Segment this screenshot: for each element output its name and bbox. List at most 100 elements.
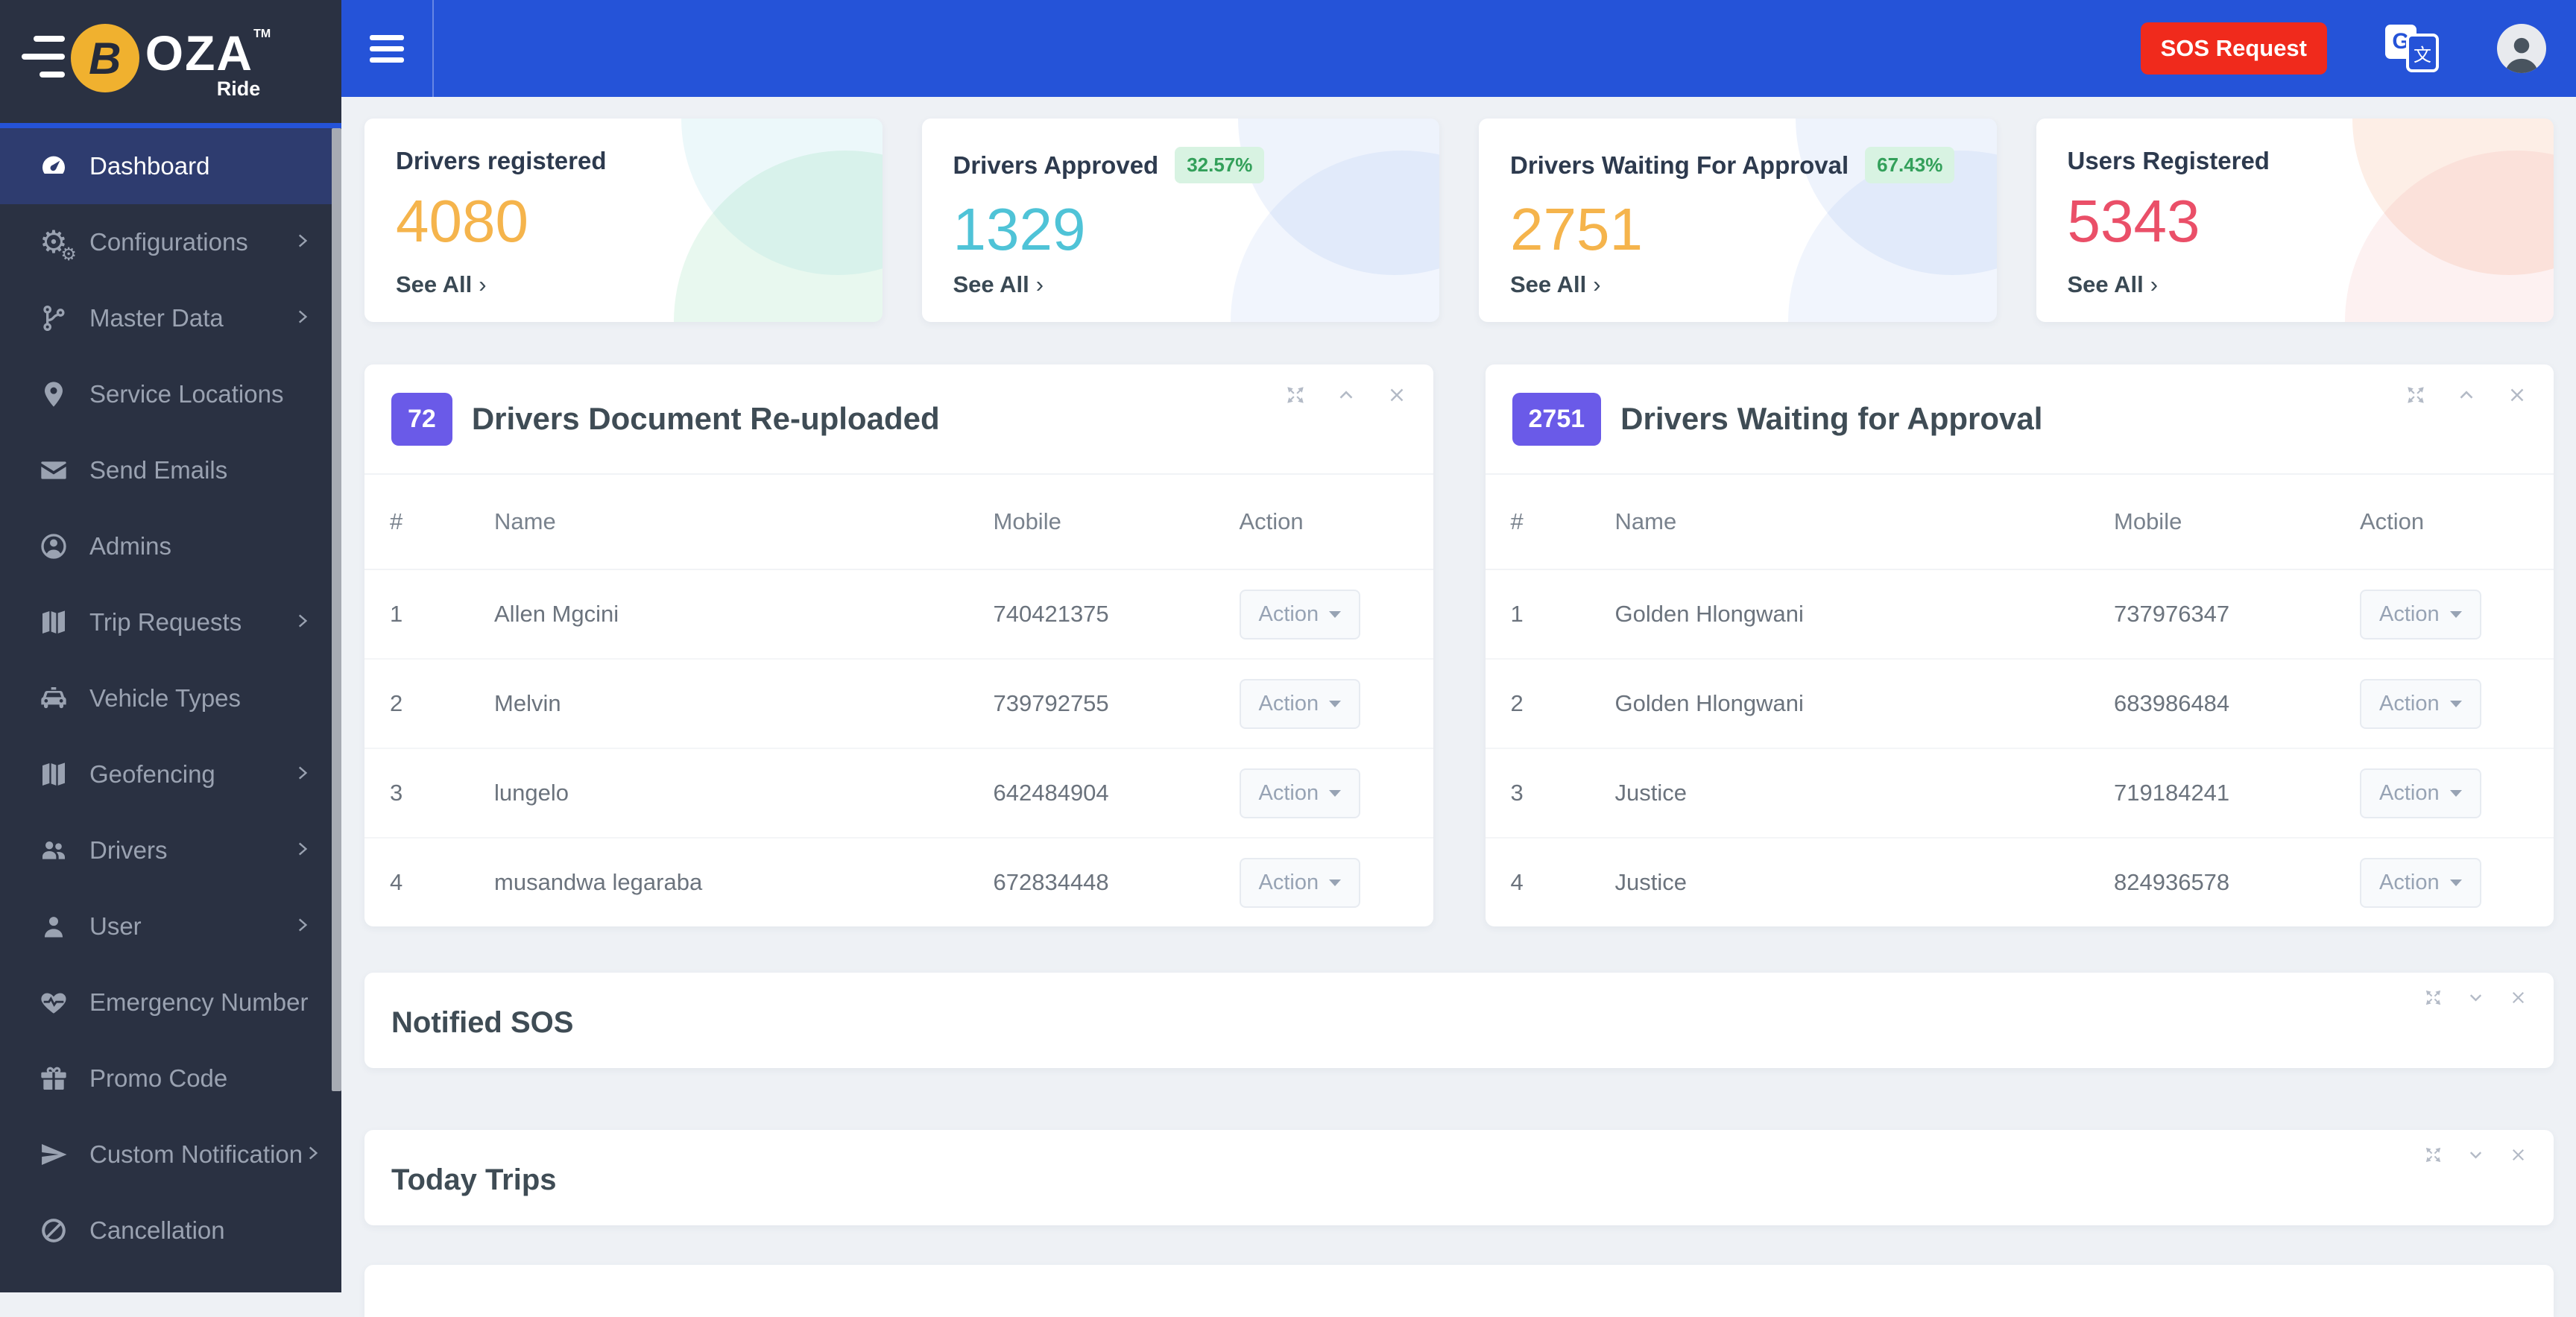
sidebar-item-admins[interactable]: Admins (0, 508, 341, 584)
count-badge: 2751 (1512, 392, 1602, 446)
caret-down-icon (1329, 700, 1342, 707)
row-index: 3 (1510, 780, 1524, 806)
expand-icon[interactable] (2405, 384, 2427, 406)
chevron-right-icon (292, 611, 312, 634)
close-icon[interactable] (2508, 988, 2528, 1008)
expand-chevron-down-icon[interactable] (2466, 988, 2486, 1008)
chevron-right-icon: › (1035, 271, 1044, 297)
row-index: 4 (1510, 869, 1524, 895)
sidebar-item-configurations[interactable]: ⚙ ⚙ Configurations (0, 204, 341, 280)
collapse-chevron-up-icon[interactable] (2455, 384, 2478, 406)
action-dropdown-button[interactable]: Action (2360, 678, 2481, 729)
sidebar: B OZATM Ride Dashboard ⚙ ⚙ Configurations… (0, 0, 341, 1292)
sidebar-accent-line (0, 123, 341, 128)
sidebar-item-label: Dashboard (89, 152, 210, 180)
caret-down-icon (1329, 610, 1342, 618)
chevron-right-icon (292, 231, 312, 254)
action-dropdown-button[interactable]: Action (1239, 678, 1361, 729)
close-icon[interactable] (2506, 384, 2528, 406)
user-circle-icon (33, 531, 75, 561)
brand-logo: B OZATM Ride (0, 0, 341, 123)
expand-icon[interactable] (2423, 1145, 2443, 1165)
row-index: 1 (390, 601, 403, 627)
sidebar-item-dashboard[interactable]: Dashboard (0, 128, 341, 204)
row-name: Melvin (494, 690, 561, 716)
row-mobile: 642484904 (993, 780, 1109, 806)
sos-request-button[interactable]: SOS Request (2140, 22, 2327, 75)
gift-icon (33, 1064, 75, 1093)
table-row: 4 musandwa legaraba 672834448 Action (364, 838, 1433, 926)
main-content: Drivers registered 4080 See All › Drivers… (341, 97, 2576, 1317)
user-avatar[interactable] (2497, 24, 2546, 73)
see-all-link[interactable]: See All › (396, 271, 487, 297)
envelope-icon (33, 455, 75, 485)
hamburger-menu-button[interactable] (341, 0, 434, 97)
sidebar-item-emergency-number[interactable]: Emergency Number (0, 964, 341, 1040)
paper-plane-icon (33, 1140, 75, 1169)
chevron-right-icon: › (1593, 271, 1601, 297)
sidebar-item-master-data[interactable]: Master Data (0, 280, 341, 356)
sidebar-item-trip-requests[interactable]: Trip Requests (0, 584, 341, 660)
sidebar-item-service-locations[interactable]: Service Locations (0, 356, 341, 432)
expand-icon[interactable] (2423, 988, 2443, 1008)
see-all-link[interactable]: See All › (2067, 271, 2159, 297)
sidebar-item-user[interactable]: User (0, 888, 341, 964)
sidebar-item-drivers[interactable]: Drivers (0, 812, 341, 888)
see-all-link[interactable]: See All › (953, 271, 1044, 297)
caret-down-icon (2449, 879, 2462, 886)
panel-today-trips: Today Trips (364, 1130, 2554, 1225)
action-dropdown-button[interactable]: Action (1239, 589, 1361, 639)
chevron-right-icon (292, 307, 312, 330)
row-index: 3 (390, 780, 403, 806)
chevron-right-icon (292, 839, 312, 862)
stat-value: 1329 (953, 196, 1086, 262)
translate-icon[interactable]: G 文 (2385, 25, 2439, 72)
table-header: # Name Mobile Action (364, 475, 1433, 570)
chevron-right-icon: › (2150, 271, 2159, 297)
action-dropdown-button[interactable]: Action (1239, 857, 1361, 908)
sidebar-menu: Dashboard ⚙ ⚙ Configurations Master Data … (0, 128, 341, 1269)
sidebar-item-cancellation[interactable]: Cancellation (0, 1193, 341, 1269)
row-mobile: 737976347 (2114, 601, 2230, 627)
sidebar-item-label: User (89, 912, 142, 940)
sidebar-item-vehicle-types[interactable]: Vehicle Types (0, 660, 341, 736)
panel-drivers-waiting-approval: 2751 Drivers Waiting for Approval # Name… (1485, 364, 2554, 926)
row-name: musandwa legaraba (494, 869, 703, 895)
expand-chevron-down-icon[interactable] (2466, 1145, 2486, 1165)
stat-value: 2751 (1510, 196, 1643, 262)
action-dropdown-button[interactable]: Action (2360, 589, 2481, 639)
close-icon[interactable] (2508, 1145, 2528, 1165)
row-mobile: 719184241 (2114, 780, 2230, 806)
sidebar-item-geofencing[interactable]: Geofencing (0, 736, 341, 812)
collapse-chevron-up-icon[interactable] (1335, 384, 1357, 406)
chevron-right-icon (292, 915, 312, 938)
caret-down-icon (2449, 700, 2462, 707)
close-icon[interactable] (1386, 384, 1408, 406)
sidebar-item-promo-code[interactable]: Promo Code (0, 1040, 341, 1117)
panel-notified-sos: Notified SOS (364, 973, 2554, 1068)
table-row: 3 lungelo 642484904 Action (364, 749, 1433, 838)
panels-row: 72 Drivers Document Re-uploaded # Name M… (364, 364, 2554, 926)
stat-card-drivers-waiting: Drivers Waiting For Approval 67.43% 2751 … (1479, 119, 1997, 322)
sidebar-scrollbar[interactable] (332, 128, 341, 1091)
sidebar-item-label: Configurations (89, 228, 248, 256)
logo-mark-icon: B (21, 24, 139, 92)
sidebar-item-label: Emergency Number (89, 988, 309, 1016)
row-name: lungelo (494, 780, 569, 806)
stat-card-users-registered: Users Registered 5343 See All › (2036, 119, 2554, 322)
sidebar-item-label: Admins (89, 532, 172, 560)
action-dropdown-button[interactable]: Action (2360, 857, 2481, 908)
branch-icon (33, 303, 75, 333)
sidebar-item-custom-notification[interactable]: Custom Notification (0, 1117, 341, 1193)
sidebar-item-label: Promo Code (89, 1064, 228, 1092)
expand-icon[interactable] (1284, 384, 1307, 406)
action-dropdown-button[interactable]: Action (2360, 768, 2481, 818)
see-all-link[interactable]: See All › (1510, 271, 1601, 297)
caret-down-icon (2449, 610, 2462, 618)
percentage-badge: 67.43% (1865, 147, 1955, 183)
panel-partial-next (364, 1265, 2554, 1317)
sidebar-item-send-emails[interactable]: Send Emails (0, 432, 341, 508)
caret-down-icon (1329, 789, 1342, 797)
logo-tm: TM (253, 28, 271, 40)
action-dropdown-button[interactable]: Action (1239, 768, 1361, 818)
